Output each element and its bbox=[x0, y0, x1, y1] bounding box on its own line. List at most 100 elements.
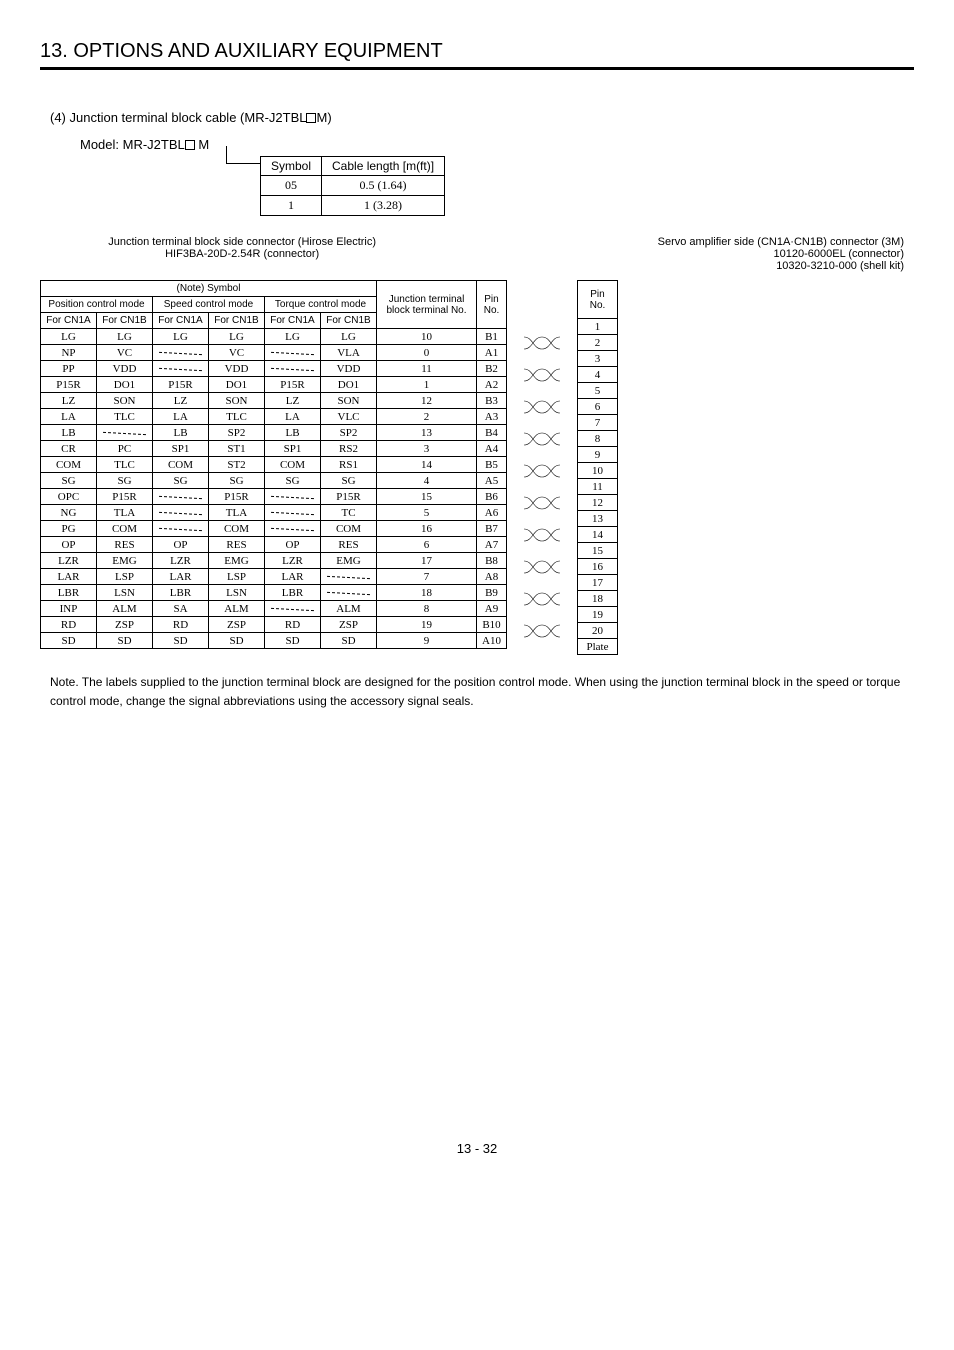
table-cell: A3 bbox=[477, 409, 507, 425]
torque-mode-header: Torque control mode bbox=[265, 297, 377, 313]
conn-right-line3: 10320-3210-000 (shell kit) bbox=[520, 260, 904, 272]
placeholder-square-icon bbox=[306, 113, 316, 123]
table-cell: OP bbox=[153, 537, 209, 553]
model-label-before: Model: MR-J2TBL bbox=[80, 137, 185, 152]
table-cell: 0 bbox=[377, 345, 477, 361]
table-cell: LSN bbox=[209, 585, 265, 601]
table-cell: LZ bbox=[41, 393, 97, 409]
table-row: PPVDDVDDVDD11B2 bbox=[41, 361, 507, 377]
table-cell: A6 bbox=[477, 505, 507, 521]
table-cell: RES bbox=[321, 537, 377, 553]
table-cell: B1 bbox=[477, 329, 507, 345]
for-cn1b: For CN1B bbox=[321, 313, 377, 329]
table-cell: LG bbox=[41, 329, 97, 345]
table-cell: 7 bbox=[377, 569, 477, 585]
length-header: Cable length [m(ft)] bbox=[322, 157, 445, 176]
table-cell: B4 bbox=[477, 425, 507, 441]
table-row: PGCOMCOMCOM16B7 bbox=[41, 521, 507, 537]
junction-header: Junction terminal block terminal No. bbox=[377, 281, 477, 329]
table-cell: LAR bbox=[265, 569, 321, 585]
table-cell: EMG bbox=[97, 553, 153, 569]
table-row: 17 bbox=[578, 575, 618, 591]
table-cell bbox=[265, 505, 321, 521]
table-cell: LBR bbox=[265, 585, 321, 601]
table-row: LGLGLGLGLGLG10B1 bbox=[41, 329, 507, 345]
table-cell: PC bbox=[97, 441, 153, 457]
wire-pair-icon bbox=[511, 590, 573, 608]
table-cell: 4 bbox=[578, 367, 618, 383]
table-cell: B5 bbox=[477, 457, 507, 473]
conn-right-line2: 10120-6000EL (connector) bbox=[520, 248, 904, 260]
table-cell: SP2 bbox=[209, 425, 265, 441]
table-row: 18 bbox=[578, 591, 618, 607]
table-cell: TLA bbox=[209, 505, 265, 521]
table-cell: RD bbox=[153, 617, 209, 633]
table-cell: P15R bbox=[209, 489, 265, 505]
table-cell: COM bbox=[209, 521, 265, 537]
table-cell: A10 bbox=[477, 633, 507, 649]
table-row: 4 bbox=[578, 367, 618, 383]
table-cell: COM bbox=[41, 457, 97, 473]
table-cell: P15R bbox=[153, 377, 209, 393]
table-row: NGTLATLATC5A6 bbox=[41, 505, 507, 521]
table-cell: 18 bbox=[377, 585, 477, 601]
table-row: 16 bbox=[578, 559, 618, 575]
table-cell: COM bbox=[97, 521, 153, 537]
table-cell: RS1 bbox=[321, 457, 377, 473]
table-cell: A9 bbox=[477, 601, 507, 617]
table-cell: DO1 bbox=[209, 377, 265, 393]
table-row: LBLBSP2LBSP213B4 bbox=[41, 425, 507, 441]
table-cell: 1 (3.28) bbox=[322, 196, 445, 216]
table-row: CRPCSP1ST1SP1RS23A4 bbox=[41, 441, 507, 457]
table-cell: 7 bbox=[578, 415, 618, 431]
table-row: LATLCLATLCLAVLC2A3 bbox=[41, 409, 507, 425]
table-cell: 11 bbox=[377, 361, 477, 377]
table-cell: VDD bbox=[209, 361, 265, 377]
for-cn1a: For CN1A bbox=[153, 313, 209, 329]
right-pin-table: Pin No. 1234567891011121314151617181920 … bbox=[577, 280, 618, 655]
table-cell: EMG bbox=[321, 553, 377, 569]
table-cell bbox=[153, 345, 209, 361]
table-row: 19 bbox=[578, 607, 618, 623]
table-cell: 6 bbox=[578, 399, 618, 415]
table-cell: B8 bbox=[477, 553, 507, 569]
table-cell: RD bbox=[265, 617, 321, 633]
table-cell: B6 bbox=[477, 489, 507, 505]
table-cell: 16 bbox=[578, 559, 618, 575]
table-cell: LSP bbox=[209, 569, 265, 585]
wire-pair-icon bbox=[511, 558, 573, 576]
table-cell: A7 bbox=[477, 537, 507, 553]
table-cell: 17 bbox=[377, 553, 477, 569]
table-cell: INP bbox=[41, 601, 97, 617]
table-cell: SD bbox=[41, 633, 97, 649]
conn-left-line1: Junction terminal block side connector (… bbox=[50, 236, 434, 248]
table-row: 5 bbox=[578, 383, 618, 399]
table-row: OPCP15RP15RP15R15B6 bbox=[41, 489, 507, 505]
table-cell: 11 bbox=[578, 479, 618, 495]
table-cell: LG bbox=[321, 329, 377, 345]
table-cell bbox=[265, 361, 321, 377]
for-cn1a: For CN1A bbox=[265, 313, 321, 329]
table-cell: 10 bbox=[377, 329, 477, 345]
table-cell: 2 bbox=[377, 409, 477, 425]
table-cell: 15 bbox=[377, 489, 477, 505]
table-row: SGSGSGSGSGSG4A5 bbox=[41, 473, 507, 489]
table-cell: A2 bbox=[477, 377, 507, 393]
table-cell: ZSP bbox=[209, 617, 265, 633]
table-cell: VLA bbox=[321, 345, 377, 361]
page-number: 13 - 32 bbox=[40, 1141, 914, 1156]
symbol-header: Symbol bbox=[261, 157, 322, 176]
table-cell: PG bbox=[41, 521, 97, 537]
table-cell: NP bbox=[41, 345, 97, 361]
table-cell: DO1 bbox=[97, 377, 153, 393]
table-cell: COM bbox=[265, 457, 321, 473]
table-cell: RS2 bbox=[321, 441, 377, 457]
table-cell: ALM bbox=[209, 601, 265, 617]
wire-pair-icon bbox=[511, 430, 573, 448]
table-row: LZSONLZSONLZSON12B3 bbox=[41, 393, 507, 409]
table-cell: LB bbox=[41, 425, 97, 441]
table-cell: SD bbox=[265, 633, 321, 649]
table-cell: LB bbox=[153, 425, 209, 441]
table-cell: 5 bbox=[578, 383, 618, 399]
symbol-length-table: Symbol Cable length [m(ft)] 05 0.5 (1.64… bbox=[260, 156, 445, 216]
